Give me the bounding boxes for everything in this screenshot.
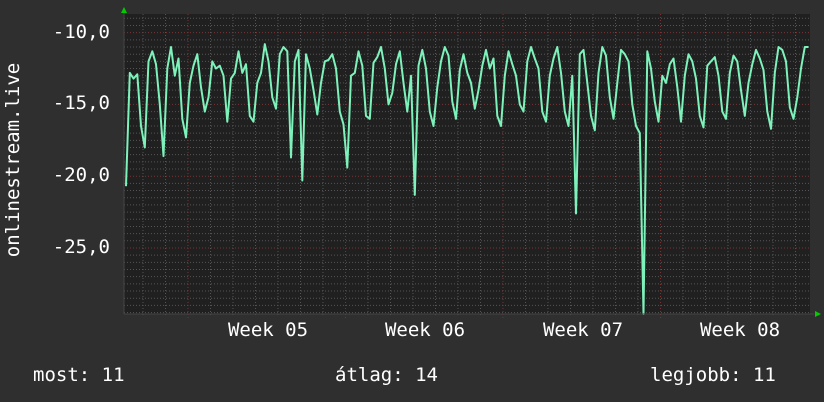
- y-axis-arrow-icon: [121, 7, 127, 13]
- y-tick-label: -10,0: [52, 20, 110, 43]
- series-line: [125, 43, 809, 315]
- axes: [121, 7, 821, 317]
- plot-area: [124, 14, 810, 314]
- y-axis-label: onlinestream.live: [2, 62, 24, 258]
- grid: [124, 14, 810, 318]
- x-tick-label: Week 05: [227, 319, 309, 341]
- y-tick-label: -20,0: [52, 164, 110, 187]
- x-tick-label: Week 07: [542, 319, 624, 341]
- legend-current: most: 11: [33, 364, 125, 386]
- legend-best: legjobb: 11: [650, 364, 776, 386]
- x-tick-label: Week 08: [699, 319, 781, 341]
- legend-average: átlag: 14: [335, 364, 438, 386]
- x-tick-label: Week 06: [384, 319, 466, 341]
- y-tick-label: -25,0: [52, 235, 110, 258]
- series: [125, 43, 809, 315]
- y-tick-label: -15,0: [52, 92, 110, 115]
- x-axis-arrow-icon: [815, 311, 821, 317]
